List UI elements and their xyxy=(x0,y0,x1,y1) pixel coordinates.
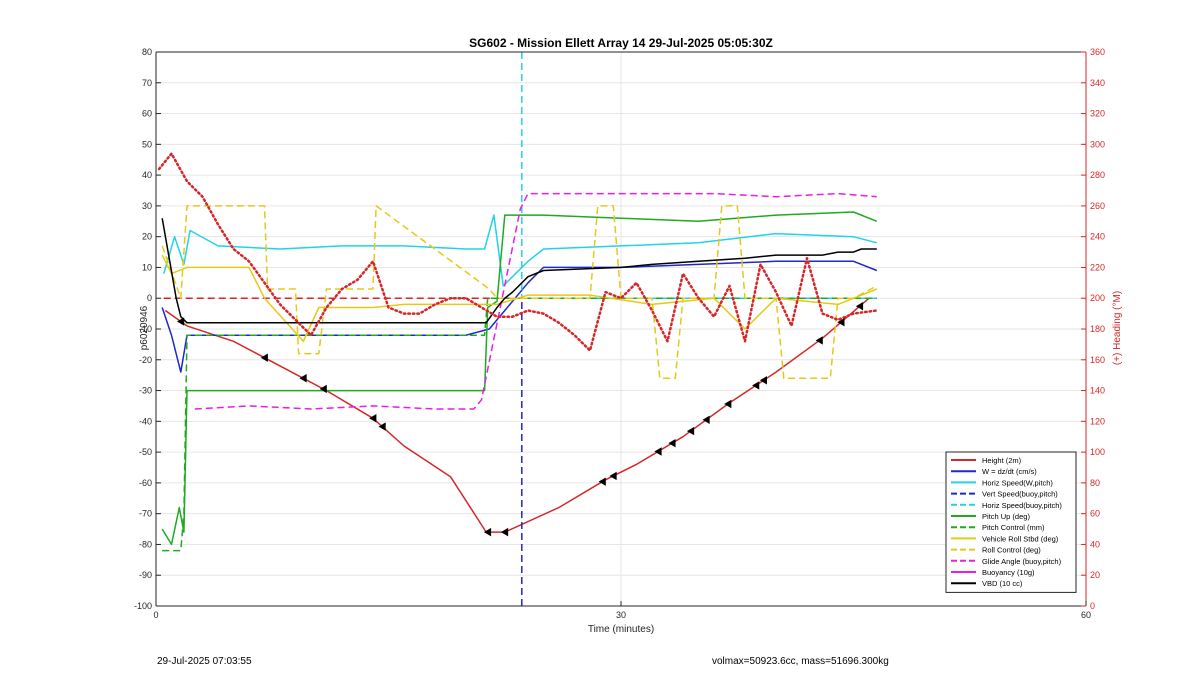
y-tick-label: 60 xyxy=(142,109,152,119)
legend-label: Horiz Speed(W,pitch) xyxy=(982,478,1053,487)
legend-label: Pitch Control (mm) xyxy=(982,523,1045,532)
series-line xyxy=(163,214,877,287)
data-point-marker xyxy=(260,353,268,362)
series-line xyxy=(161,218,877,324)
right-tick-label: 300 xyxy=(1090,139,1105,149)
legend-label: Roll Control (deg) xyxy=(982,546,1041,555)
right-tick-label: 40 xyxy=(1090,539,1100,549)
right-tick-label: 240 xyxy=(1090,232,1105,242)
data-point-marker xyxy=(855,302,864,311)
legend-label: Glide Angle (buoy,pitch) xyxy=(982,557,1062,566)
right-tick-label: 120 xyxy=(1090,416,1105,426)
y-tick-label: -90 xyxy=(139,570,152,580)
data-point-marker xyxy=(299,374,307,383)
right-tick-label: 180 xyxy=(1090,324,1105,334)
y-tick-label: -80 xyxy=(139,539,152,549)
data-point-marker xyxy=(686,426,695,436)
right-tick-label: 340 xyxy=(1090,78,1105,88)
legend: Height (2m) W = dz/dt (cm/s) Horiz Speed(W… xyxy=(945,451,1077,593)
legend-label: Vert Speed(buoy,pitch) xyxy=(982,490,1058,499)
legend-label: Pitch Up (deg) xyxy=(982,512,1030,521)
right-tick-label: 220 xyxy=(1090,262,1105,272)
y-tick-label: -40 xyxy=(139,416,152,426)
data-point-marker xyxy=(668,438,676,448)
x-tick-label: 30 xyxy=(616,610,626,620)
right-tick-label: 360 xyxy=(1090,47,1105,57)
y-tick-label: 70 xyxy=(142,78,152,88)
y-tick-label: -50 xyxy=(139,447,152,457)
axes: 80706050403020100-10-20-30-40-50-60-70-8… xyxy=(134,47,1105,620)
y-tick-label: 30 xyxy=(142,201,152,211)
legend-label: VBD (10 cc) xyxy=(982,579,1023,588)
y-tick-label: 10 xyxy=(142,262,152,272)
data-point-marker xyxy=(378,422,386,431)
right-tick-label: 100 xyxy=(1090,447,1105,457)
right-tick-label: 60 xyxy=(1090,509,1100,519)
right-tick-label: 260 xyxy=(1090,201,1105,211)
series-line xyxy=(161,205,878,379)
legend-label: Buoyancy (10g) xyxy=(982,568,1035,577)
footer-summary: volmax=50923.6cc, mass=51696.300kg xyxy=(712,656,889,667)
x-axis-label: Time (minutes) xyxy=(588,624,654,635)
y-tick-label: 0 xyxy=(147,293,152,303)
y-tick-label: -70 xyxy=(139,509,152,519)
y-tick-label: 50 xyxy=(142,139,152,149)
data-point-marker xyxy=(654,447,662,456)
series-line xyxy=(162,297,877,552)
right-tick-label: 200 xyxy=(1090,293,1105,303)
series-line xyxy=(194,192,877,410)
right-tick-label: 140 xyxy=(1090,386,1105,396)
data-point-marker xyxy=(598,477,606,486)
y-tick-label: 80 xyxy=(142,47,152,57)
legend-label: W = dz/dt (cm/s) xyxy=(982,467,1037,476)
series-line xyxy=(161,260,878,373)
data-point-marker xyxy=(837,318,845,327)
plot-area xyxy=(157,52,879,606)
y-tick-label: -20 xyxy=(139,355,152,365)
right-tick-label: 20 xyxy=(1090,570,1100,580)
data-point-marker xyxy=(319,384,327,394)
legend-label: Height (2m) xyxy=(982,456,1022,465)
right-axis-label: (+) Heading (°M) xyxy=(1112,291,1123,365)
y-tick-label: -10 xyxy=(139,324,152,334)
data-point-marker xyxy=(759,376,767,385)
x-tick-label: 0 xyxy=(153,610,158,620)
data-point-marker xyxy=(177,317,185,326)
data-point-marker xyxy=(483,527,492,537)
series-line xyxy=(521,52,877,299)
right-tick-label: 80 xyxy=(1090,478,1100,488)
right-tick-label: 320 xyxy=(1090,109,1105,119)
y-tick-label: -100 xyxy=(134,601,152,611)
data-point-marker xyxy=(752,381,760,390)
right-tick-label: 160 xyxy=(1090,355,1105,365)
y-tick-label: 20 xyxy=(142,232,152,242)
data-point-marker xyxy=(609,471,617,481)
y-tick-label: 40 xyxy=(142,170,152,180)
data-point-marker xyxy=(369,414,377,423)
data-point-marker xyxy=(702,415,710,424)
legend-label: Vehicle Roll Stbd (deg) xyxy=(982,534,1059,543)
legend-label: Horiz Speed(buoy,pitch) xyxy=(982,501,1062,510)
right-tick-label: 0 xyxy=(1090,601,1095,611)
series-line xyxy=(157,152,879,352)
data-point-marker xyxy=(500,527,509,537)
chart-title: SG602 - Mission Ellett Array 14 29-Jul-2… xyxy=(469,36,773,50)
footer-timestamp: 29-Jul-2025 07:03:55 xyxy=(157,656,252,667)
y-axis-label: p6020946 xyxy=(139,305,150,350)
x-tick-label: 60 xyxy=(1081,610,1091,620)
y-tick-label: -30 xyxy=(139,386,152,396)
right-tick-label: 280 xyxy=(1090,170,1105,180)
data-point-marker xyxy=(724,399,732,409)
series-line xyxy=(164,297,870,533)
legend-box xyxy=(945,451,1077,593)
y-tick-label: -60 xyxy=(139,478,152,488)
data-point-marker xyxy=(815,336,823,345)
